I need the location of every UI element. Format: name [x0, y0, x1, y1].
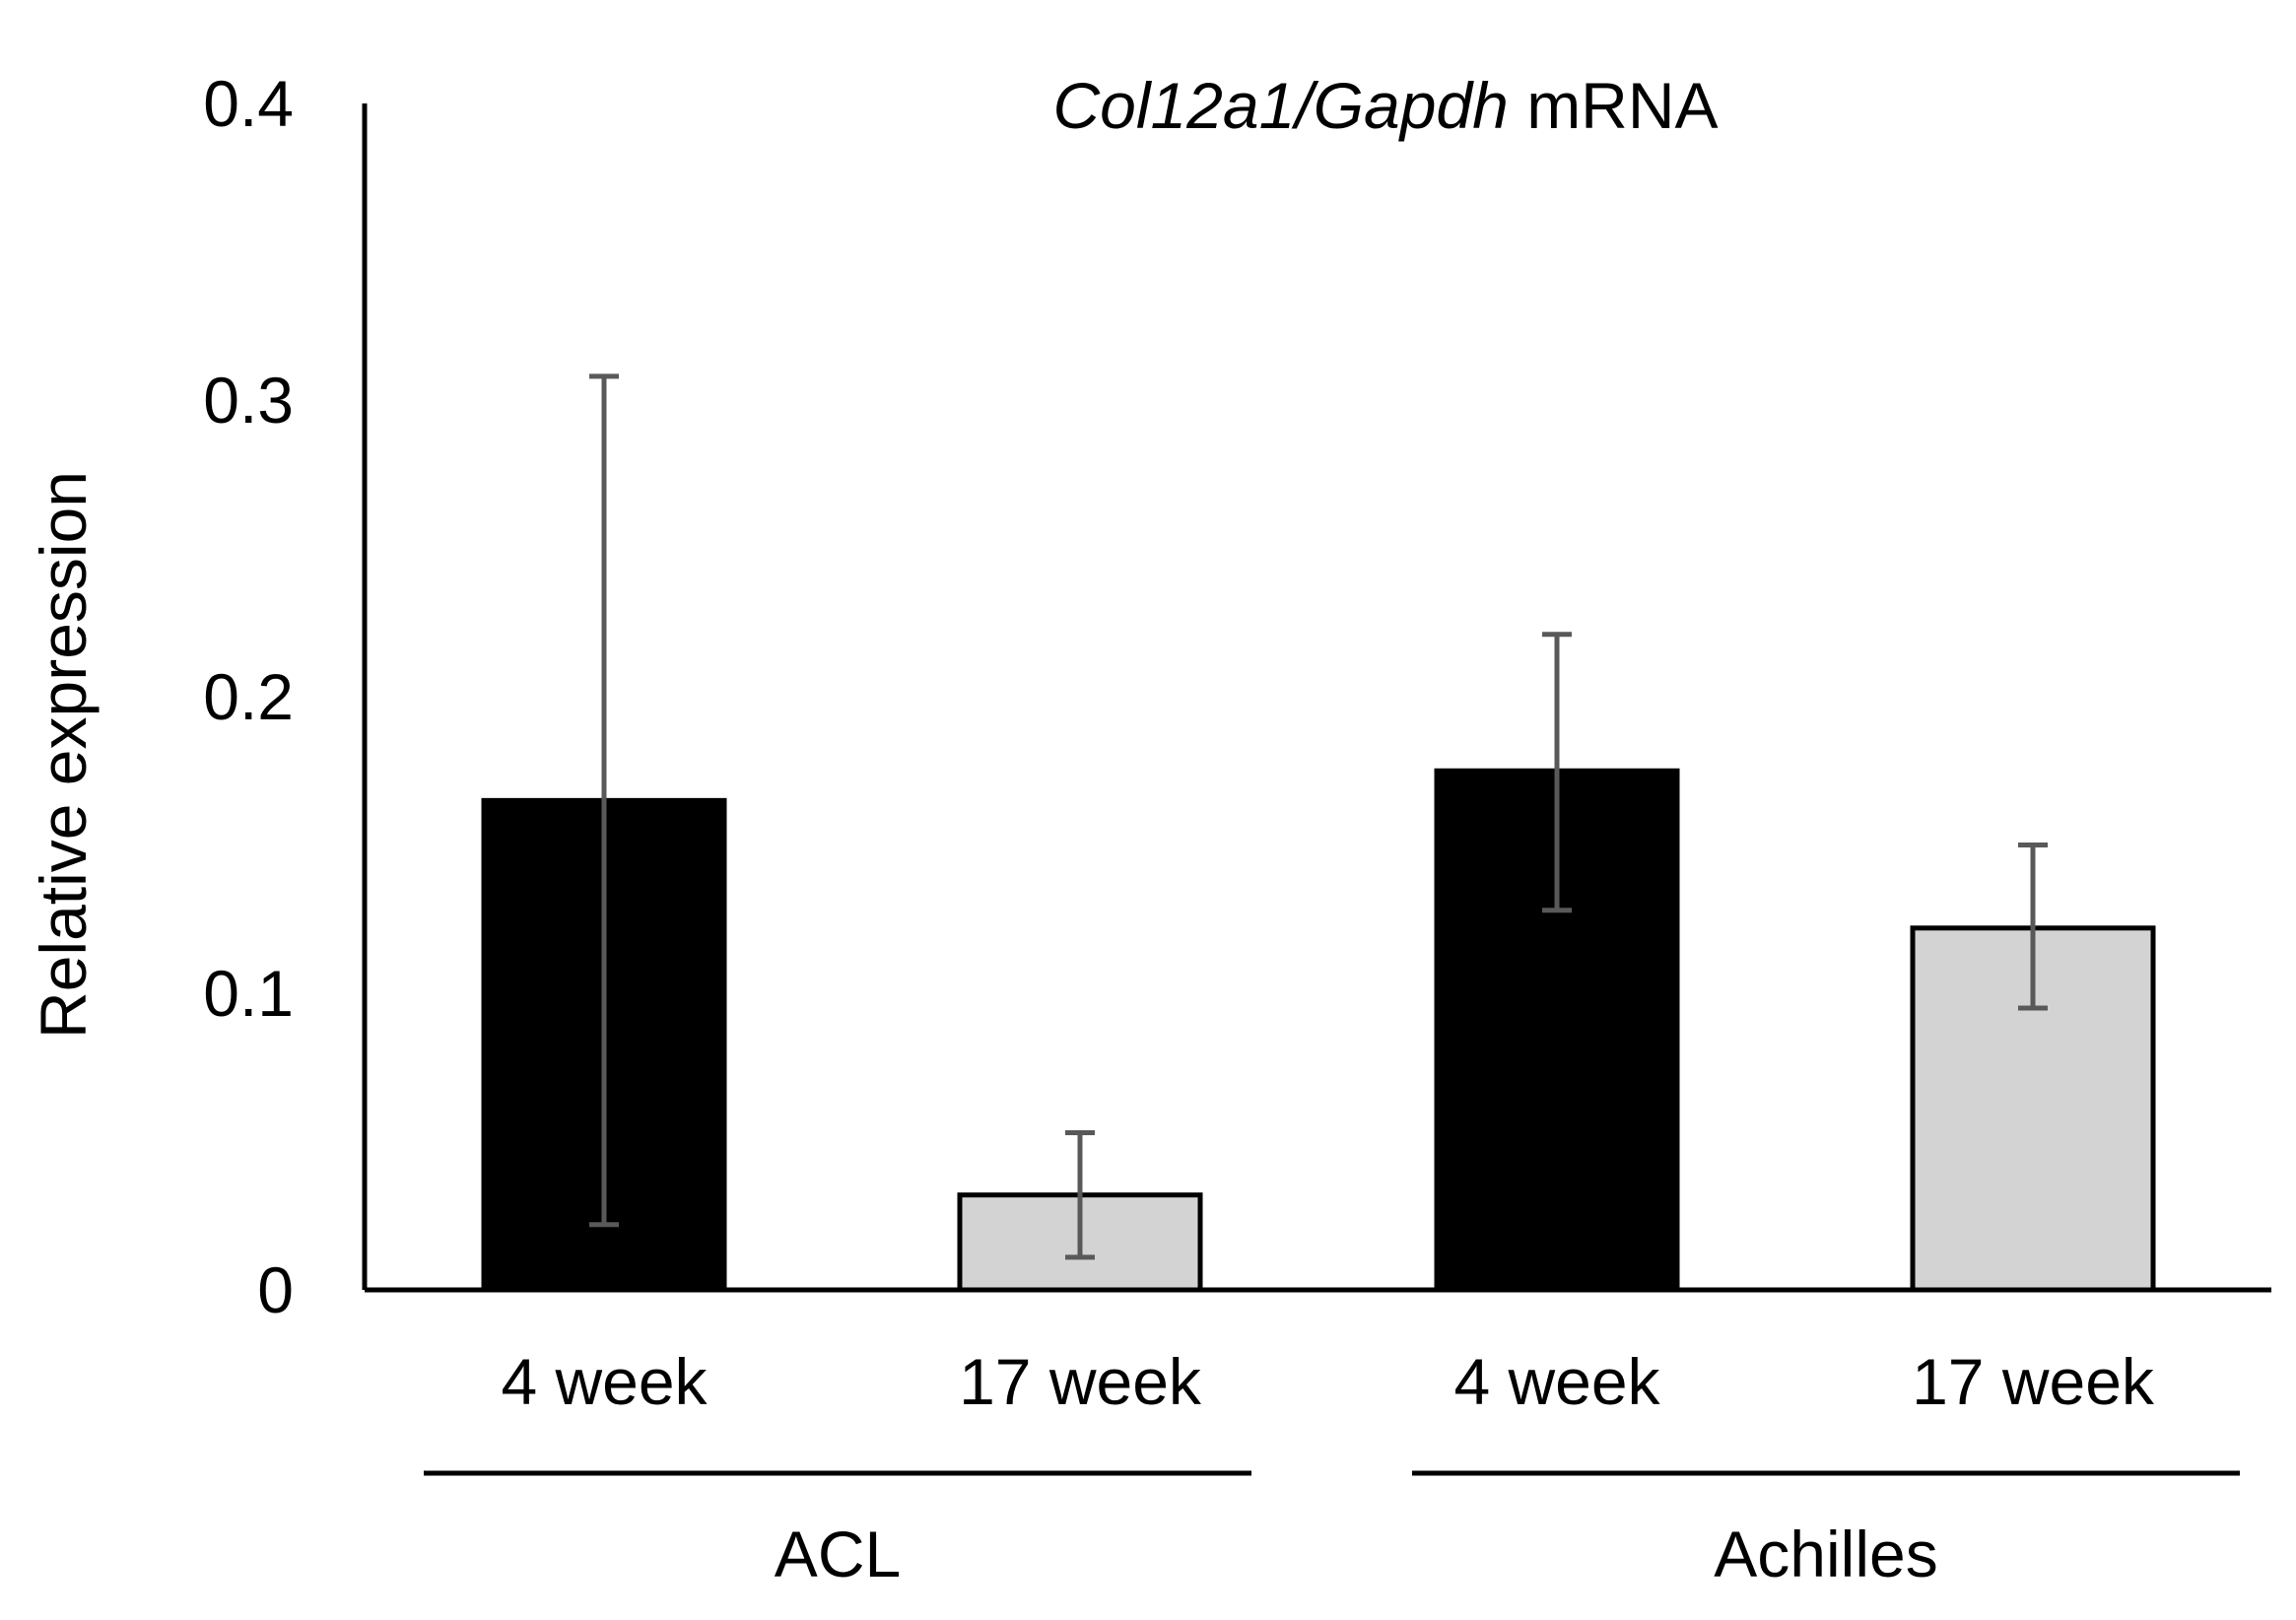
- bars-layer: [481, 768, 2156, 1293]
- error-bar-achilles-4-week: [1542, 632, 1572, 913]
- y-tick-label: 0.4: [203, 67, 294, 140]
- chart-title: Col12a1/Gapdh mRNA: [1052, 69, 1718, 142]
- bar-achilles-17-week: [1910, 925, 2156, 1293]
- category-label: 4 week: [1453, 1345, 1660, 1418]
- error-bars-layer: [589, 373, 2048, 1260]
- y-tick-label: 0.1: [203, 957, 294, 1030]
- y-tick-label: 0.3: [203, 364, 294, 437]
- category-label: 17 week: [1912, 1345, 2155, 1418]
- error-bar-acl-17-week: [1065, 1129, 1095, 1260]
- y-tick-label: 0: [257, 1253, 294, 1326]
- y-tick-labels: 0 0.1 0.2 0.3 0.4: [203, 67, 294, 1326]
- x-category-labels: 4 week 17 week 4 week 17 week: [501, 1345, 2154, 1418]
- chart-title-gene: Col12a1/Gapdh: [1052, 69, 1508, 142]
- group-brackets: ACL Achilles: [424, 1470, 2240, 1590]
- y-axis-label: Relative expression: [27, 471, 100, 1039]
- category-label: 17 week: [959, 1345, 1202, 1418]
- group-label: ACL: [775, 1518, 901, 1590]
- chart-title-suffix: mRNA: [1526, 69, 1718, 142]
- error-bar-achilles-17-week: [2018, 843, 2048, 1011]
- axes-layer: [362, 103, 2271, 1293]
- y-tick-label: 0.2: [203, 660, 294, 733]
- error-bar-acl-4-week: [589, 373, 619, 1228]
- group-label: Achilles: [1714, 1518, 1937, 1590]
- category-label: 4 week: [501, 1345, 708, 1418]
